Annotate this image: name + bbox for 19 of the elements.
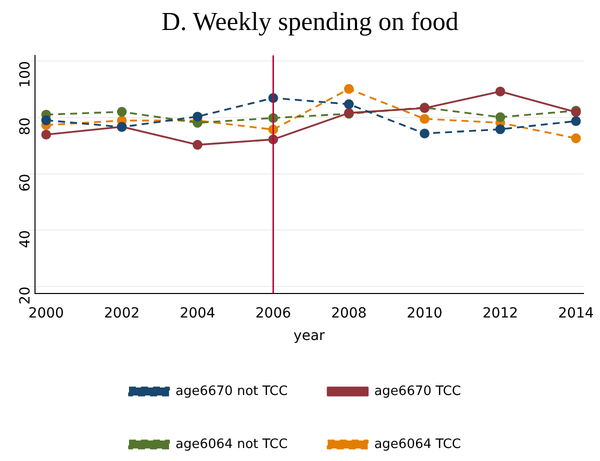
y-tick-label: 100 <box>17 61 34 88</box>
y-tick-label: 40 <box>17 230 34 248</box>
x-tick-label: 2012 <box>482 305 518 322</box>
y-tick-label: 80 <box>17 117 34 136</box>
x-tick-label: 2008 <box>331 305 367 322</box>
y-tick-label: 20 <box>17 286 34 304</box>
legend-label: age6670 not TCC <box>176 384 288 399</box>
y-tick-label: 60 <box>17 174 34 192</box>
x-tick-label: 2000 <box>28 305 64 322</box>
legend-label: age6670 TCC <box>374 384 461 399</box>
legend-label: age6064 not TCC <box>176 436 288 452</box>
legend-label: age6064 TCC <box>374 436 461 452</box>
x-tick-label: 2010 <box>406 305 442 322</box>
x-tick-label: 2002 <box>104 305 140 322</box>
x-tick-label: 2006 <box>255 305 292 322</box>
chart-title: D. Weekly spending on food <box>160 6 460 38</box>
x-axis-title: year <box>294 328 326 344</box>
x-tick-label: 2014 <box>558 305 594 322</box>
x-tick-label: 2004 <box>180 305 216 322</box>
